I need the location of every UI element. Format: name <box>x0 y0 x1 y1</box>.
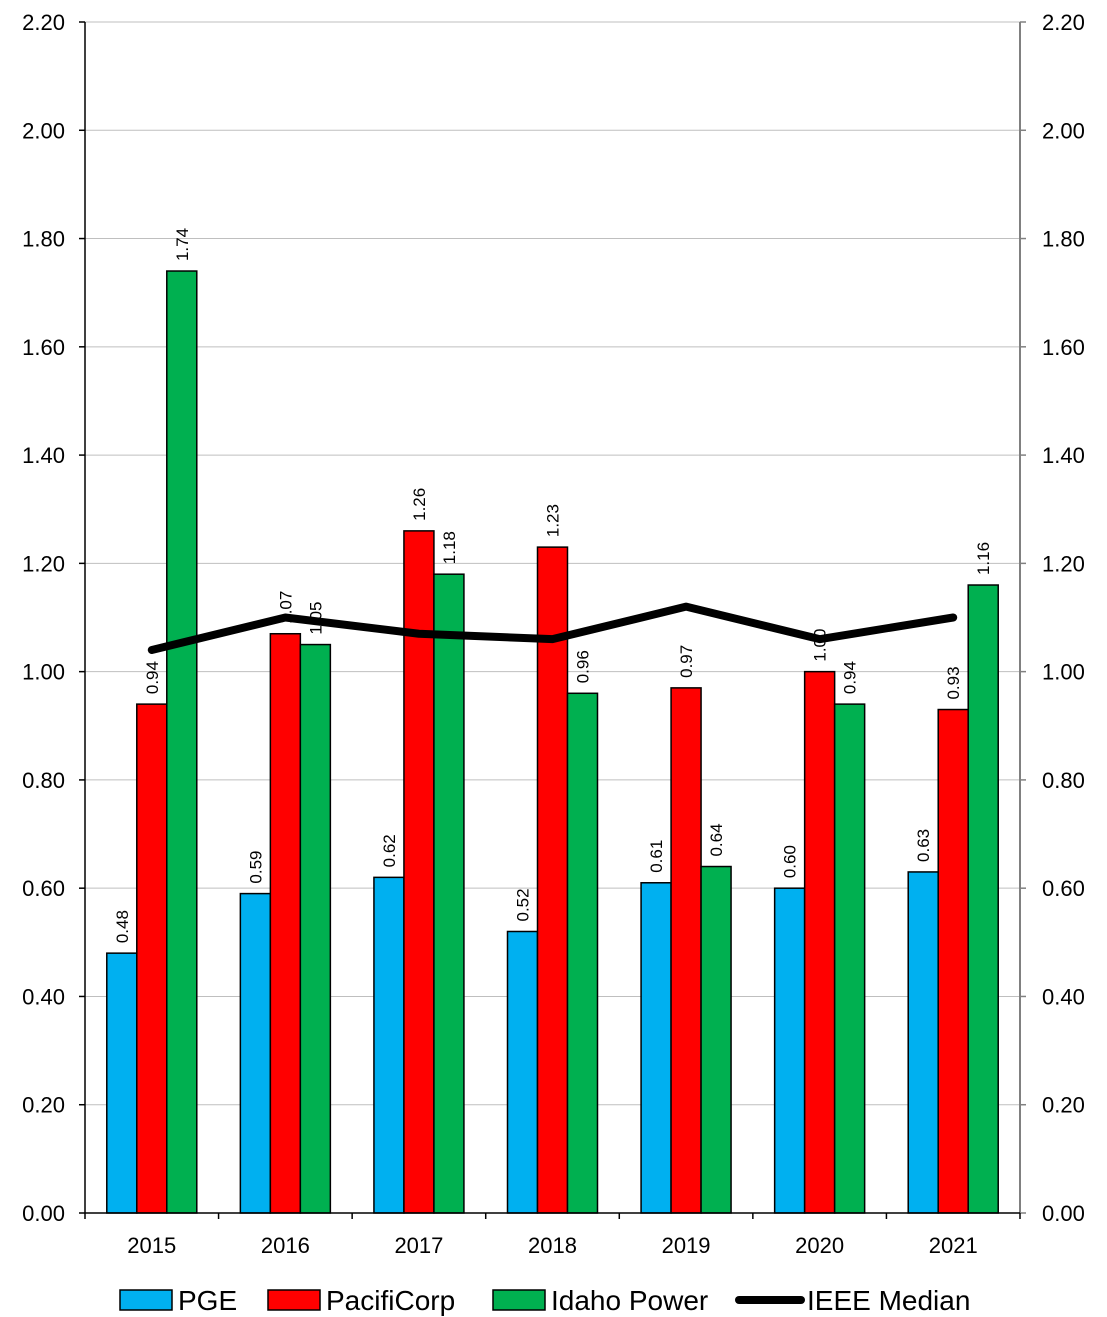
data-label: 1.00 <box>811 629 830 662</box>
x-tick-label: 2018 <box>528 1233 577 1258</box>
bar-idaho-power <box>566 692 599 1214</box>
bars <box>106 270 999 1214</box>
bar-pge <box>640 882 672 1214</box>
x-tick-label: 2021 <box>929 1233 978 1258</box>
y-tick-label-right: 0.80 <box>1042 768 1085 793</box>
y-tick-label-left: 2.00 <box>22 118 65 143</box>
y-tick-label-right: 2.00 <box>1042 118 1085 143</box>
data-label: 0.64 <box>707 823 726 856</box>
y-tick-label-left: 1.40 <box>22 443 65 468</box>
legend-label-idaho-power: Idaho Power <box>551 1285 708 1316</box>
data-label: 0.62 <box>380 834 399 867</box>
x-tick-label: 2015 <box>127 1233 176 1258</box>
bar-pacificorp <box>269 632 302 1214</box>
y-tick-label-right: 2.20 <box>1042 10 1085 35</box>
bar-pacificorp <box>937 708 969 1214</box>
bar-idaho-power <box>166 270 198 1214</box>
line-series <box>147 602 958 654</box>
legend-swatch-pge <box>119 1289 173 1311</box>
legend-label-ieee-median: IEEE Median <box>807 1285 970 1316</box>
bar-pge <box>907 871 939 1214</box>
y-tick-label-right: 1.80 <box>1042 227 1085 252</box>
bar-idaho-power <box>967 584 999 1214</box>
legend-swatch-pacificorp <box>267 1289 321 1311</box>
bar-pacificorp <box>803 670 836 1214</box>
y-tick-label-left: 0.60 <box>22 876 65 901</box>
line-ieee-median <box>147 602 958 654</box>
x-tick-label: 2020 <box>795 1233 844 1258</box>
bar-pge <box>506 930 539 1214</box>
y-tick-label-left: 1.00 <box>22 660 65 685</box>
y-tick-label-left: 1.20 <box>22 551 65 576</box>
data-label: 0.94 <box>841 661 860 694</box>
bar-idaho-power <box>833 703 866 1214</box>
y-tick-label-left: 0.40 <box>22 984 65 1009</box>
legend: PGE PacifiCorp Idaho Power IEEE Median <box>119 1285 970 1316</box>
bar-pacificorp <box>536 546 569 1214</box>
data-label: 0.97 <box>677 645 696 678</box>
y-tick-label-right: 1.00 <box>1042 660 1085 685</box>
bar-pacificorp <box>670 687 702 1214</box>
bar-pge <box>773 887 806 1214</box>
y-tick-label-right: 1.60 <box>1042 335 1085 360</box>
y-tick-label-right: 0.40 <box>1042 984 1085 1009</box>
bar-pacificorp <box>403 530 435 1214</box>
data-label: 0.60 <box>781 845 800 878</box>
data-label: 0.63 <box>914 829 933 862</box>
y-tick-label-right: 0.20 <box>1042 1093 1085 1118</box>
bar-idaho-power <box>700 865 732 1214</box>
data-label: 0.48 <box>113 910 132 943</box>
data-label: 0.96 <box>574 650 593 683</box>
x-tick-label: 2019 <box>662 1233 711 1258</box>
data-label: 0.59 <box>246 851 265 884</box>
x-tick-label: 2016 <box>261 1233 310 1258</box>
data-label: 1.74 <box>173 228 192 261</box>
y-tick-label-right: 0.00 <box>1042 1201 1085 1226</box>
data-labels: 0.48 0.59 0.62 0.52 0.61 0.60 0.63 0.94 1.07 1.26… <box>113 228 993 943</box>
y-tick-label-left: 0.20 <box>22 1093 65 1118</box>
data-label: 1.18 <box>440 531 459 564</box>
y-tick-label-right: 1.40 <box>1042 443 1085 468</box>
y-tick-label-left: 1.80 <box>22 227 65 252</box>
y-tick-label-left: 0.80 <box>22 768 65 793</box>
bar-pacificorp <box>136 703 168 1214</box>
bar-pge <box>373 876 405 1214</box>
legend-swatch-idaho-power <box>492 1289 546 1311</box>
y-tick-label-right: 1.20 <box>1042 551 1085 576</box>
y-tick-label-left: 0.00 <box>22 1201 65 1226</box>
data-label: 0.94 <box>143 661 162 694</box>
data-label: 1.23 <box>544 504 563 537</box>
bar-pge <box>239 892 272 1214</box>
data-label: 1.16 <box>974 542 993 575</box>
x-tick-label: 2017 <box>394 1233 443 1258</box>
axes: 0.00 0.00 0.20 0.20 0.40 0.40 0.60 0.60 0.80 0.80… <box>22 10 1085 1258</box>
data-label: 1.05 <box>306 601 325 634</box>
legend-label-pge: PGE <box>178 1285 237 1316</box>
data-label: 0.52 <box>514 888 533 921</box>
y-tick-label-left: 2.20 <box>22 10 65 35</box>
bar-idaho-power <box>433 573 465 1214</box>
legend-label-pacificorp: PacifiCorp <box>326 1285 455 1316</box>
bar-pge <box>106 952 138 1214</box>
data-label: 0.93 <box>944 666 963 699</box>
y-tick-label-right: 0.60 <box>1042 876 1085 901</box>
data-label: 0.61 <box>647 840 666 873</box>
data-label: 1.07 <box>276 591 295 624</box>
bar-idaho-power <box>299 643 332 1214</box>
data-label: 1.26 <box>410 488 429 521</box>
y-tick-label-left: 1.60 <box>22 335 65 360</box>
